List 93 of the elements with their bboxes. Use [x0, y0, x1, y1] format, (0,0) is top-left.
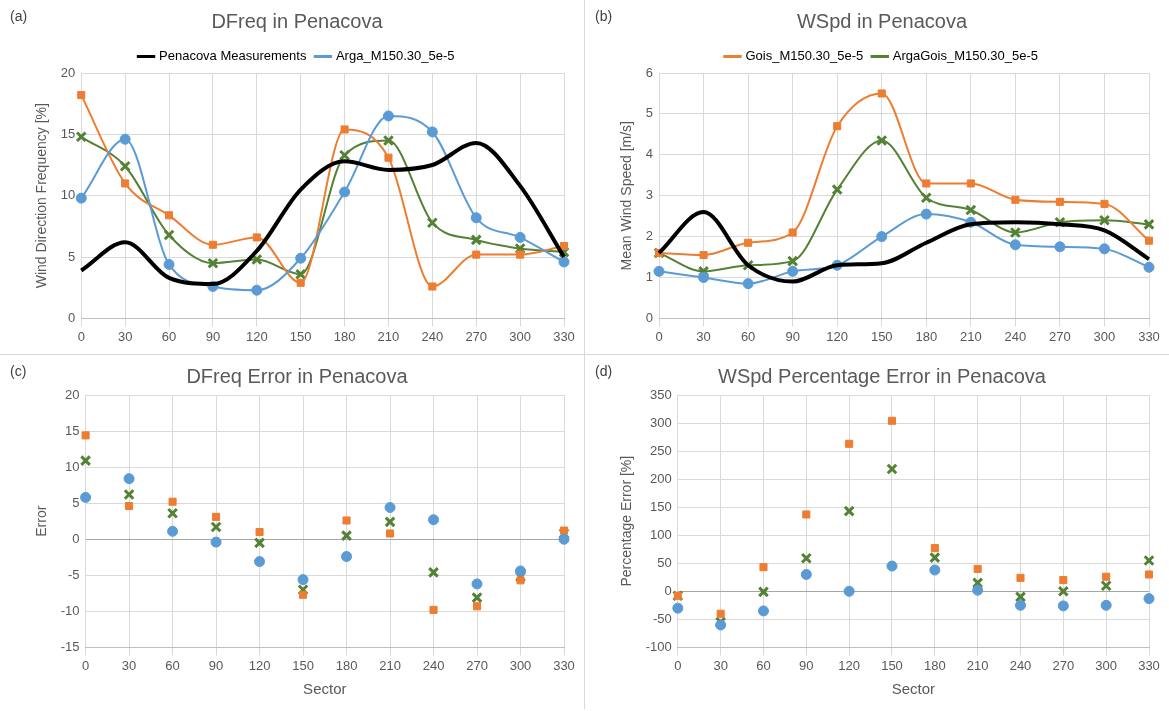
y-tick-label: -10	[60, 602, 80, 618]
x-tick-label: 90	[205, 328, 221, 344]
x-tick-label: 30	[696, 328, 711, 344]
x-tick-label: 30	[117, 328, 133, 344]
y-axis-title: Percentage Error [%]	[618, 455, 635, 587]
y-tick-label: 3	[645, 187, 654, 203]
text: (d)	[595, 362, 613, 379]
x-tick-label: 120	[248, 657, 271, 673]
x-tick-label: 60	[161, 328, 177, 344]
legend-label: ArgaGois_M150.30_5e-5	[892, 48, 1039, 64]
x-tick-label: 180	[335, 657, 358, 673]
y-tick-label: 5	[645, 105, 654, 121]
y-tick-label: 20	[65, 386, 80, 402]
y-tick-label: -50	[653, 610, 672, 626]
x-tick-label: 270	[465, 328, 488, 344]
x-tick-label: 330	[1138, 657, 1160, 673]
x-tick-label: 150	[292, 657, 314, 673]
y-axis-title: Mean Wind Speed [m/s]	[618, 121, 635, 271]
x-tick-label: 30	[121, 657, 137, 673]
y-tick-label: 4	[645, 146, 654, 162]
chart-title: DFreq in Penacova	[211, 9, 384, 32]
x-tick-label: 300	[509, 657, 532, 673]
x-tick-label: 300	[509, 328, 531, 344]
x-tick-label: 240	[421, 328, 444, 344]
x-tick-label: 210	[377, 328, 400, 344]
x-tick-label: 270	[1052, 657, 1075, 673]
x-tick-label: 0	[674, 657, 682, 673]
y-tick-label: 5	[68, 248, 76, 264]
x-tick-label: 120	[826, 328, 849, 344]
x-tick-label: 330	[553, 657, 575, 673]
x-tick-label: 300	[1095, 657, 1118, 673]
chart-title: WSpd Percentage Error in Penacova	[718, 364, 1047, 387]
y-tick-label: 15	[65, 422, 80, 438]
x-tick-label: 270	[1049, 328, 1071, 344]
x-tick-label: 150	[870, 328, 893, 344]
text: (b)	[595, 7, 613, 24]
y-tick-label: 10	[65, 458, 80, 474]
x-tick-label: 150	[881, 657, 903, 673]
legend-label: Gois_M150.30_5e-5	[745, 48, 864, 64]
x-tick-label: 210	[959, 328, 982, 344]
x-tick-label: 90	[785, 328, 800, 344]
y-tick-label: 15	[60, 125, 76, 141]
y-tick-label: 50	[657, 554, 672, 570]
text: (a)	[10, 7, 28, 24]
y-axis-title: Wind Direction Frequency [%]	[33, 103, 50, 289]
y-tick-label: 0	[68, 309, 76, 325]
x-axis-title: Sector	[891, 680, 936, 698]
y-tick-label: -15	[60, 638, 80, 654]
chart-title: DFreq Error in Penacova	[186, 364, 409, 387]
y-tick-label: 1	[645, 269, 654, 285]
legend-label: Arga_M150.30_5e-5	[335, 48, 455, 64]
x-tick-label: 180	[333, 328, 356, 344]
x-tick-label: 60	[756, 657, 771, 673]
x-tick-label: 60	[165, 657, 180, 673]
x-tick-label: 300	[1093, 328, 1116, 344]
y-tick-label: 0	[72, 530, 80, 546]
y-tick-label: 100	[650, 526, 672, 542]
y-tick-label: 0	[664, 582, 672, 598]
x-tick-label: 60	[740, 328, 756, 344]
x-tick-label: 240	[422, 657, 445, 673]
x-tick-label: 180	[915, 328, 938, 344]
y-tick-label: 2	[645, 228, 654, 244]
y-tick-label: 5	[72, 494, 80, 510]
x-tick-label: 330	[1138, 328, 1160, 344]
y-tick-label: 150	[650, 498, 672, 514]
y-tick-label: 250	[650, 442, 672, 458]
x-tick-label: 90	[208, 657, 224, 673]
x-tick-label: 120	[245, 328, 268, 344]
y-tick-label: 0	[645, 309, 654, 325]
y-axis-title: Error	[33, 505, 50, 537]
text: (c)	[10, 362, 27, 379]
x-tick-label: 240	[1004, 328, 1027, 344]
x-tick-label: 120	[838, 657, 861, 673]
chart-title: WSpd in Penacova	[796, 9, 968, 32]
y-tick-label: 300	[650, 414, 672, 430]
x-tick-label: 210	[379, 657, 401, 673]
y-tick-label: -5	[68, 566, 80, 582]
x-tick-label: 270	[466, 657, 488, 673]
x-tick-label: 90	[799, 657, 814, 673]
y-tick-label: 6	[645, 64, 654, 80]
x-tick-label: 240	[1009, 657, 1032, 673]
y-tick-label: 20	[60, 64, 76, 80]
x-tick-label: 30	[713, 657, 728, 673]
x-tick-label: 210	[966, 657, 989, 673]
y-tick-label: -100	[645, 638, 672, 654]
y-tick-label: 350	[650, 386, 672, 402]
legend-label: Penacova Measurements	[159, 48, 307, 64]
x-tick-label: 330	[553, 328, 575, 344]
x-axis-title: Sector	[303, 680, 347, 698]
x-tick-label: 180	[923, 657, 946, 673]
y-tick-label: 200	[650, 470, 672, 486]
x-tick-label: 150	[289, 328, 312, 344]
y-tick-label: 10	[60, 187, 76, 203]
